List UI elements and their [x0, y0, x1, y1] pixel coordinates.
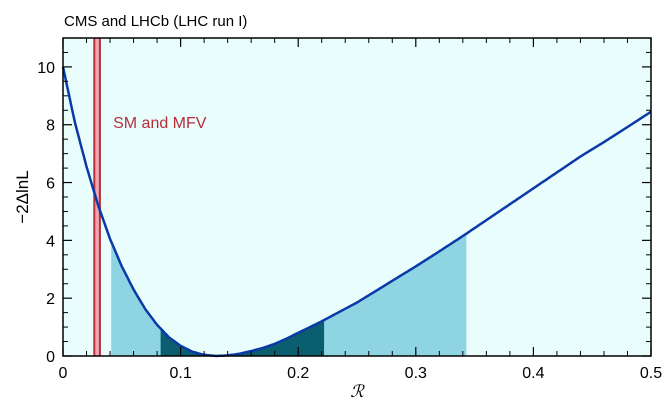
chart-title: CMS and LHCb (LHC run I)	[64, 13, 247, 30]
y-tick-label: 4	[46, 233, 55, 250]
y-axis-title: −2ΔlnL	[13, 170, 32, 223]
y-tick-label: 8	[46, 118, 55, 135]
x-tick-label: 0.2	[287, 365, 309, 382]
y-tick-label: 2	[46, 291, 55, 308]
confidence-bands	[111, 233, 467, 356]
axis-ticks: 0 0.1 0.2 0.3 0.4 0.5 0 2 4 6 8 10	[37, 38, 662, 382]
x-tick-label: 0.1	[169, 365, 191, 382]
x-tick-label: 0.5	[640, 365, 662, 382]
band-inner	[160, 320, 325, 356]
x-tick-label: 0	[59, 365, 68, 382]
likelihood-curve	[61, 66, 652, 358]
x-tick-label: 0.3	[405, 365, 427, 382]
sm-mfv-label: SM and MFV	[113, 115, 207, 132]
band-outer	[111, 233, 467, 356]
y-tick-label: 6	[46, 176, 55, 193]
x-tick-label: 0.4	[522, 365, 544, 382]
x-axis-title: ℛ	[350, 382, 365, 401]
sm-mfv-line	[93, 38, 101, 356]
y-tick-label: 0	[46, 349, 55, 366]
y-tick-label: 10	[37, 60, 55, 77]
sm-mfv-line-band	[93, 38, 101, 356]
